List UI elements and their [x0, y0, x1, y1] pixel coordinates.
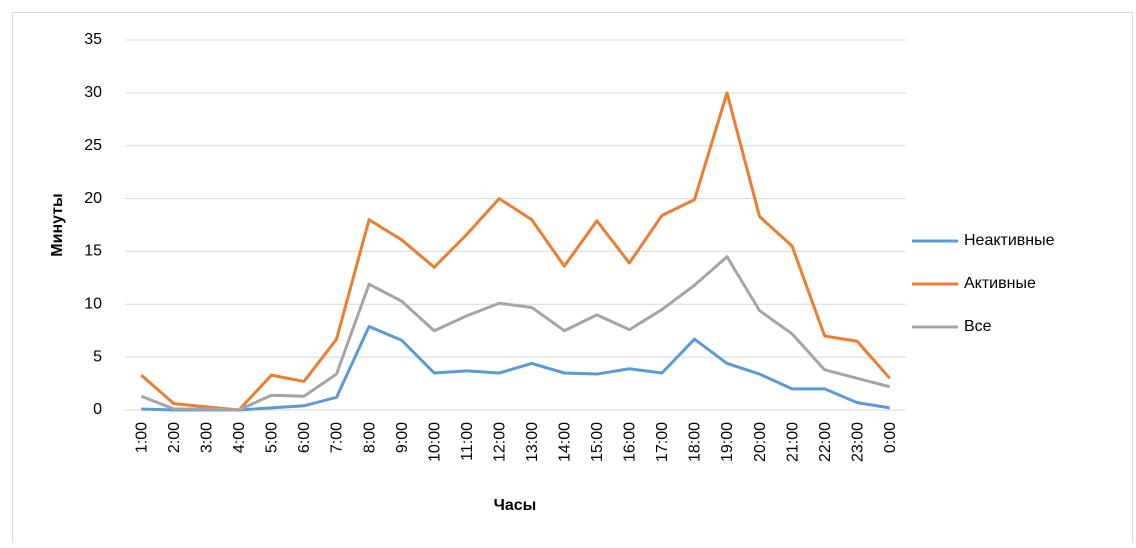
x-tick-label: 18:00 — [687, 422, 704, 462]
x-tick-label: 9:00 — [394, 422, 411, 453]
y-tick-label: 30 — [84, 84, 102, 101]
x-tick-label: 20:00 — [752, 422, 769, 462]
x-tick-label: 8:00 — [361, 422, 378, 453]
y-tick-label: 15 — [84, 243, 102, 260]
x-tick-label: 19:00 — [719, 422, 736, 462]
x-tick-label: 22:00 — [817, 422, 834, 462]
x-tick-label: 13:00 — [524, 422, 541, 462]
chart-frame — [12, 12, 1133, 548]
y-tick-label: 25 — [84, 137, 102, 154]
x-tick-label: 12:00 — [491, 422, 508, 462]
x-tick-label: 3:00 — [199, 422, 216, 453]
x-tick-label: 6:00 — [296, 422, 313, 453]
x-tick-label: 7:00 — [329, 422, 346, 453]
legend-label: Все — [964, 318, 992, 335]
x-tick-label: 1:00 — [133, 422, 150, 453]
legend-label: Неактивные — [964, 232, 1055, 249]
y-tick-label: 20 — [84, 190, 102, 207]
legend-label: Активные — [964, 275, 1036, 292]
line — [140, 255, 891, 412]
line — [140, 91, 891, 412]
x-tick-label: 0:00 — [882, 422, 899, 453]
x-tick-label: 17:00 — [654, 422, 671, 462]
line — [141, 324, 890, 412]
y-tick-label: 5 — [93, 348, 102, 365]
x-tick-label: 15:00 — [589, 422, 606, 462]
y-tick-label: 35 — [84, 31, 102, 48]
x-tick-label: 14:00 — [557, 422, 574, 462]
y-axis-label: Минуты — [49, 193, 66, 256]
x-tick-label: 10:00 — [426, 422, 443, 462]
x-tick-label: 2:00 — [166, 422, 183, 453]
x-tick-label: 4:00 — [231, 422, 248, 453]
x-tick-label: 5:00 — [264, 422, 281, 453]
x-tick-label: 16:00 — [622, 422, 639, 462]
x-axis-label: Часы — [494, 497, 537, 514]
y-tick-label: 10 — [84, 296, 102, 313]
x-tick-label: 21:00 — [784, 422, 801, 462]
x-tick-label: 11:00 — [459, 422, 476, 461]
x-tick-label: 23:00 — [849, 422, 866, 462]
y-tick-label: 0 — [93, 401, 102, 418]
